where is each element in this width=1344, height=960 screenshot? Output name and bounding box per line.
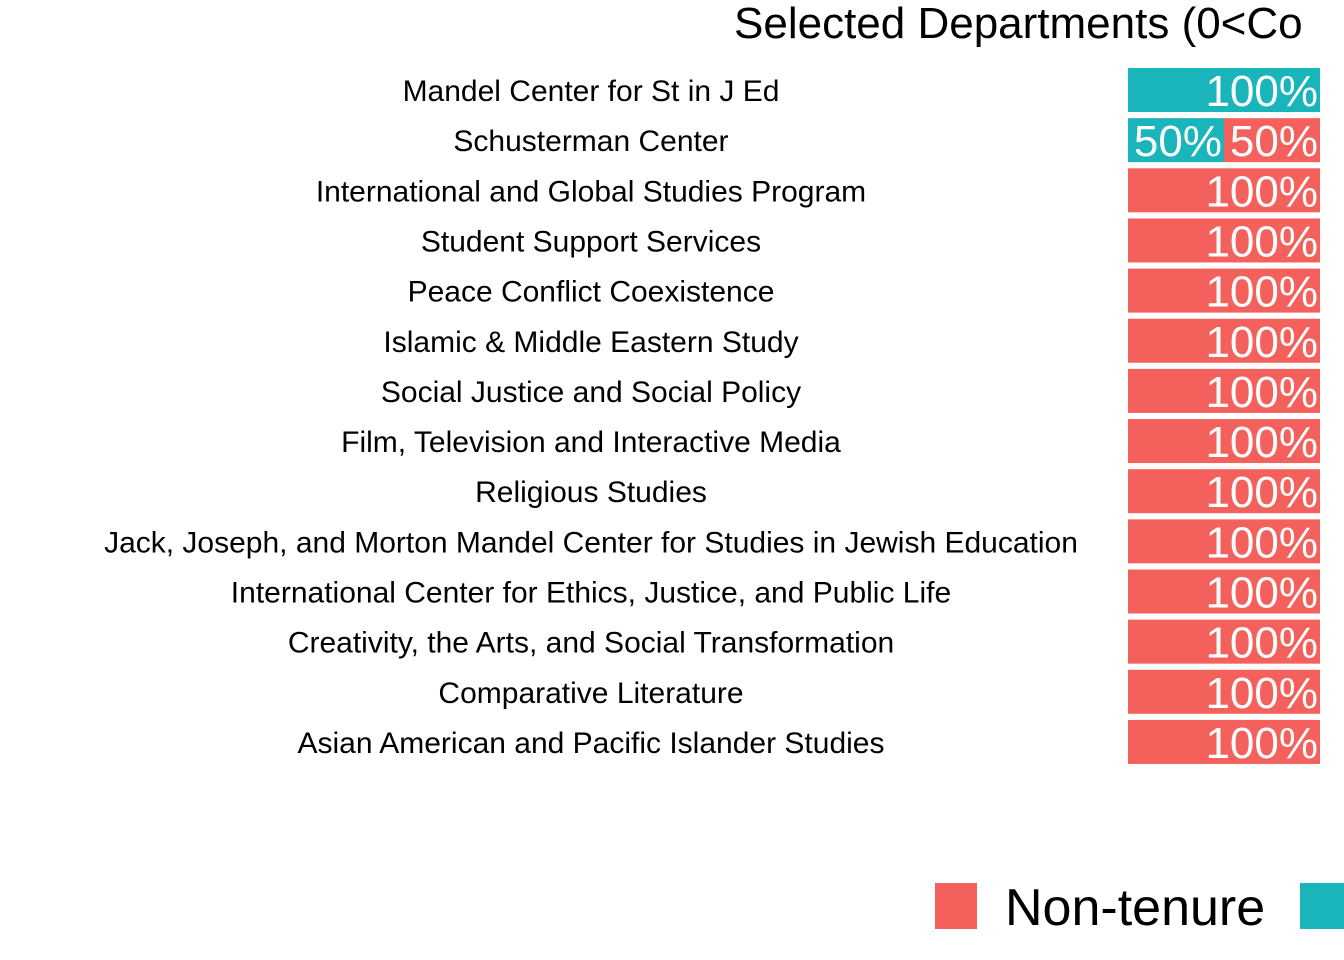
bar-value-label: 100% [1205,518,1318,567]
category-label: Jack, Joseph, and Morton Mandel Center f… [104,526,1078,559]
bar-segment [1128,669,1320,714]
bar-value-label: 100% [1205,719,1318,768]
bar-segment [1128,218,1320,263]
category-label: International Center for Ethics, Justice… [231,577,951,610]
category-labels: Mandel Center for St in J Ed Schusterman … [104,75,1078,760]
category-label: Islamic & Middle Eastern Study [383,326,798,359]
legend-label: Non-tenure [1005,879,1265,937]
bar-segment [1128,519,1320,564]
bar-value-label: 100% [1205,368,1318,417]
bar-value-label: 100% [1205,619,1318,668]
bar-segment [1128,619,1320,664]
category-label: Creativity, the Arts, and Social Transfo… [288,627,894,660]
bar-value-label: 100% [1205,268,1318,317]
bar-value-label: 100% [1205,418,1318,467]
bar-value-label: 50% [1134,117,1222,166]
category-label: Film, Television and Interactive Media [341,426,841,459]
category-label: International and Global Studies Program [316,175,866,208]
bar-value-label: 100% [1205,318,1318,367]
legend-swatch [1300,883,1344,929]
bar-segment [1128,469,1320,514]
bars: 100%50% 50%100%100%100%100%100%100%100%10… [1128,67,1320,768]
bar-value-label: 100% [1205,468,1318,517]
chart-title: Selected Departments (0<Co [734,0,1303,48]
bar-value-label: 100% [1205,217,1318,266]
bar-segment [1128,318,1320,363]
category-label: Social Justice and Social Policy [381,376,801,409]
category-label: Peace Conflict Coexistence [408,276,775,309]
bar-value-label: 50% [1230,117,1318,166]
category-label: Religious Studies [475,476,707,509]
bar-segment [1128,569,1320,614]
bar-value-label: 100% [1205,569,1318,618]
bar-segment [1224,118,1320,163]
bar-segment [1128,419,1320,464]
bar-value-label: 100% [1205,167,1318,216]
bar-segment [1128,368,1320,413]
bar-segment [1128,68,1320,112]
legend: Non-tenure [935,879,1344,937]
bar-value-label: 100% [1205,67,1318,116]
bar-value-label: 100% [1205,669,1318,718]
bar-segment [1128,168,1320,213]
bar-segment [1128,719,1320,764]
category-label: Asian American and Pacific Islander Stud… [298,727,885,760]
category-label: Comparative Literature [438,677,743,710]
category-label: Mandel Center for St in J Ed [403,75,780,108]
legend-swatch [935,883,977,929]
category-label: Schusterman Center [453,125,728,158]
bar-segment [1128,118,1224,163]
category-label: Student Support Services [421,225,761,258]
bar-segment [1128,268,1320,313]
